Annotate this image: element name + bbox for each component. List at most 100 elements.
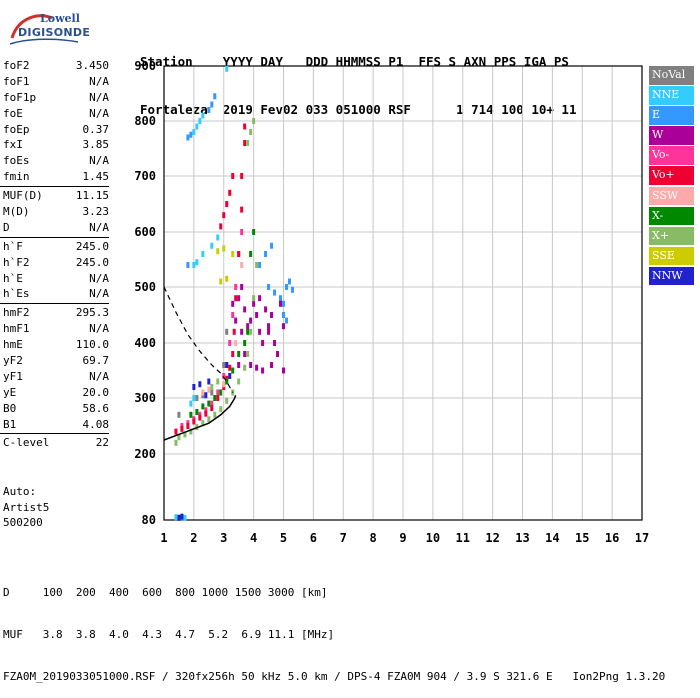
echo-point [290, 286, 294, 293]
echo-point [284, 284, 288, 290]
echo-point [192, 418, 196, 425]
param-value: N/A [89, 106, 109, 120]
echo-point [282, 367, 285, 374]
echo-point [222, 245, 226, 252]
x-tick-label: 6 [310, 531, 317, 545]
digisonde-logo: Lowell DIGISONDE [8, 8, 90, 48]
param-row: hmF2 295.3 [0, 305, 115, 321]
echo-point [201, 112, 205, 119]
echo-point [249, 317, 253, 324]
x-tick-label: 14 [545, 531, 559, 545]
echo-point [237, 362, 241, 368]
param-divider [0, 236, 109, 238]
artist-version: Artist5 [3, 500, 50, 514]
echo-point [228, 189, 232, 196]
echo-point [279, 295, 283, 302]
param-row: h`F 245.0 [0, 239, 115, 255]
artist-code: 500200 [3, 516, 43, 529]
param-value: N/A [89, 322, 109, 336]
x-tick-label: 3 [220, 531, 227, 545]
echo-point [267, 284, 271, 290]
echo-point [204, 410, 208, 417]
legend-item: SSE [649, 246, 694, 266]
y-tick-label: 600 [134, 225, 156, 239]
param-name: yF2 [3, 354, 23, 368]
param-value: 3.85 [82, 138, 110, 152]
echo-point [189, 428, 193, 435]
param-row: D N/A [0, 220, 115, 236]
param-row: yF1 N/A [0, 369, 115, 385]
x-tick-label: 16 [605, 531, 619, 545]
param-row: foEs N/A [0, 153, 115, 169]
echo-point [183, 514, 187, 521]
echo-point [231, 251, 235, 257]
logo-swoosh-icon [9, 14, 79, 45]
echo-point [189, 400, 193, 407]
param-name: h`Es [3, 287, 30, 301]
echo-point [186, 262, 190, 268]
echo-point [276, 351, 280, 357]
param-name: foF1 [3, 74, 30, 88]
echo-point [198, 414, 202, 421]
echo-point [228, 364, 232, 371]
echo-point [210, 405, 214, 412]
echo-point [219, 223, 223, 230]
echo-point [204, 392, 208, 399]
echo-point [222, 362, 226, 368]
param-name: foEp [3, 122, 30, 136]
x-tick-label: 8 [370, 531, 377, 545]
echo-point [255, 312, 259, 318]
echo-point [192, 262, 196, 268]
param-name: foEs [3, 154, 30, 168]
echo-point [201, 420, 205, 427]
echo-point [213, 93, 217, 100]
y-tick-label: 700 [134, 169, 156, 183]
echo-point [204, 407, 208, 414]
echo-point [270, 242, 274, 249]
echo-point [234, 295, 238, 302]
param-name: D [3, 220, 10, 234]
echo-point [192, 384, 196, 390]
y-tick-label: 300 [134, 391, 156, 405]
param-name: foF1p [3, 90, 37, 104]
x-tick-label: 11 [456, 531, 470, 545]
echo-point [198, 118, 202, 124]
legend-item: Vo+ [649, 166, 694, 185]
echo-point [195, 123, 199, 130]
x-tick-label: 10 [426, 531, 440, 545]
echo-point [201, 389, 205, 396]
param-value: 0.37 [82, 122, 110, 136]
echo-point [243, 140, 247, 146]
param-row: h`Es N/A [0, 286, 115, 302]
x-tick-label: 12 [485, 531, 499, 545]
echo-point [240, 284, 244, 290]
param-row: foF1 N/A [0, 74, 115, 90]
ionogram-chart: 1 2 3 4 5 6 7 8 9 10 11 12 13 14 15 16 17802003004005006… [134, 59, 649, 545]
param-row: yF2 69.7 [0, 353, 115, 369]
param-name: hmF1 [3, 322, 30, 336]
param-value: N/A [89, 271, 109, 285]
param-value: 58.6 [82, 401, 110, 415]
param-value: N/A [89, 369, 109, 383]
echo-point [264, 251, 268, 257]
param-row: foF2 3.450 [0, 58, 115, 74]
param-row: foEp 0.37 [0, 122, 115, 138]
y-tick-label: 200 [134, 447, 156, 461]
echo-point [252, 300, 256, 307]
echo-point [207, 400, 211, 407]
param-name: MUF(D) [3, 189, 43, 203]
auto-label: Auto: [3, 485, 37, 498]
y-tick-label: 800 [134, 114, 156, 128]
param-row: M(D) 3.23 [0, 204, 115, 220]
param-row: hmE 110.0 [0, 337, 115, 353]
echo-point [237, 378, 241, 385]
param-value: 4.08 [82, 417, 110, 431]
echo-point [240, 206, 244, 213]
x-tick-label: 2 [190, 531, 197, 545]
echo-point [207, 107, 211, 113]
echo-point [225, 328, 229, 335]
param-row: hmF1 N/A [0, 321, 115, 337]
echo-point [231, 351, 235, 357]
echo-point [282, 323, 285, 330]
param-value: 1.45 [82, 170, 110, 184]
